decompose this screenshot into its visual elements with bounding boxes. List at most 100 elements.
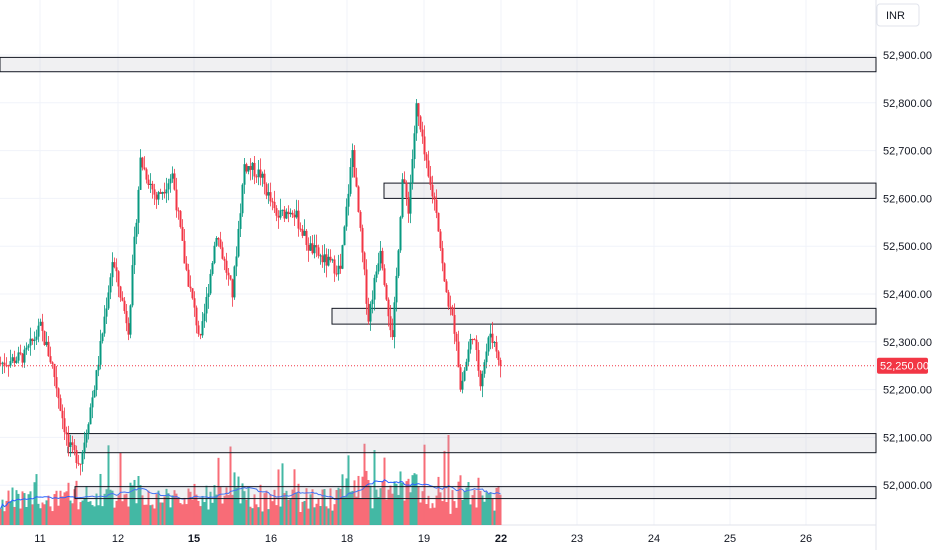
candle-body[interactable] [265,184,268,196]
candle-body[interactable] [345,206,348,227]
candle-body[interactable] [119,286,122,298]
candle-body[interactable] [281,209,284,211]
candle-body[interactable] [185,263,188,270]
candle-body[interactable] [305,230,308,246]
currency-box[interactable]: INR [876,3,920,27]
candle-body[interactable] [111,262,114,278]
zone-box[interactable] [331,307,877,325]
candle-body[interactable] [167,183,170,190]
candle-body[interactable] [125,310,128,324]
candle-body[interactable] [351,150,354,168]
candle-body[interactable] [363,252,366,270]
candle-body[interactable] [195,307,198,326]
candle-body[interactable] [423,136,426,155]
candle-body[interactable] [183,240,186,264]
candle-body[interactable] [261,173,264,178]
candle-body[interactable] [419,116,422,130]
candle-body[interactable] [335,273,338,275]
candle-body[interactable] [15,360,18,363]
candle-body[interactable] [499,360,502,366]
candle-body[interactable] [29,338,32,346]
candle-body[interactable] [25,347,28,350]
candle-body[interactable] [427,160,430,177]
candle-body[interactable] [17,352,20,361]
candle-body[interactable] [459,367,462,390]
candle-body[interactable] [141,157,144,168]
candle-body[interactable] [209,273,212,294]
candle-body[interactable] [255,176,258,178]
candle-body[interactable] [215,238,218,246]
candle-body[interactable] [237,228,240,257]
candle-body[interactable] [59,398,62,411]
candle-body[interactable] [199,333,202,336]
candle-body[interactable] [203,313,206,322]
candle-body[interactable] [19,352,22,354]
candle-body[interactable] [35,336,38,340]
candle-body[interactable] [153,189,156,195]
candle-body[interactable] [463,370,466,381]
candle-body[interactable] [299,228,302,230]
candle-body[interactable] [417,103,420,117]
candle-body[interactable] [397,250,400,276]
candle-body[interactable] [21,353,24,363]
candle-body[interactable] [157,192,160,200]
candle-body[interactable] [55,377,58,389]
candle-body[interactable] [189,286,192,289]
candle-body[interactable] [439,231,442,249]
candle-body[interactable] [367,303,370,322]
candle-body[interactable] [227,272,230,276]
candle-body[interactable] [469,338,472,350]
candle-body[interactable] [117,271,120,287]
candle-body[interactable] [65,432,68,435]
candle-body[interactable] [403,179,406,183]
candle-body[interactable] [301,229,304,236]
candle-body[interactable] [311,243,314,254]
candle-body[interactable] [353,150,356,178]
candle-body[interactable] [235,256,238,267]
candle-body[interactable] [13,357,16,363]
candle-body[interactable] [271,201,274,203]
candle-body[interactable] [121,297,124,301]
candle-body[interactable] [371,299,374,305]
candle-body[interactable] [359,211,362,228]
candle-body[interactable] [391,330,394,338]
candle-body[interactable] [87,424,90,434]
candle-body[interactable] [289,212,292,215]
candle-body[interactable] [49,356,52,363]
candle-body[interactable] [321,255,324,263]
candle-body[interactable] [445,281,448,293]
candle-body[interactable] [115,267,118,272]
candle-body[interactable] [47,341,50,357]
candle-body[interactable] [435,199,438,213]
candle-body[interactable] [393,302,396,338]
supply-demand-zones[interactable] [0,56,877,500]
candle-body[interactable] [355,177,358,187]
candle-body[interactable] [129,305,132,335]
candle-body[interactable] [85,433,88,443]
candle-body[interactable] [263,173,266,185]
candle-body[interactable] [437,212,440,232]
candle-body[interactable] [383,268,386,285]
candle-body[interactable] [425,154,428,161]
candle-body[interactable] [259,169,262,178]
candle-body[interactable] [399,217,402,251]
candle-body[interactable] [411,159,414,184]
candle-body[interactable] [0,363,2,365]
candle-body[interactable] [413,133,416,160]
candle-body[interactable] [285,211,288,219]
candle-body[interactable] [421,129,424,137]
candle-body[interactable] [385,284,388,300]
candle-body[interactable] [231,279,234,298]
candle-body[interactable] [33,339,36,342]
candle-body[interactable] [287,211,290,215]
candle-body[interactable] [187,269,190,287]
candle-body[interactable] [429,176,432,185]
candle-body[interactable] [27,345,30,348]
candle-body[interactable] [101,333,104,342]
candle-body[interactable] [373,277,376,300]
candle-body[interactable] [369,304,372,322]
candle-body[interactable] [273,201,276,209]
candle-body[interactable] [461,380,464,390]
candle-body[interactable] [7,365,10,367]
candle-body[interactable] [291,212,294,215]
